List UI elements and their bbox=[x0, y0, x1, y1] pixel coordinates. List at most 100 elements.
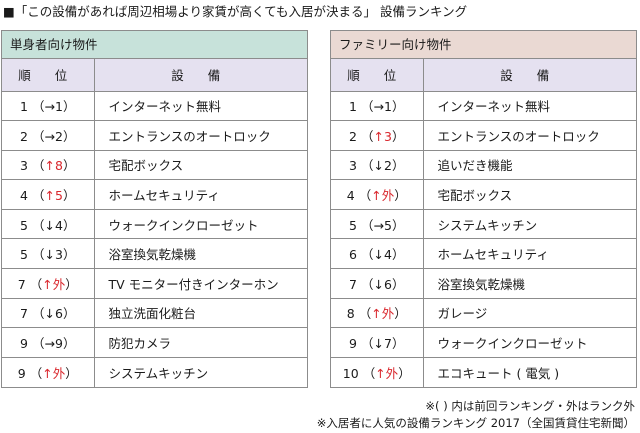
facility-name: ガレージ bbox=[423, 297, 636, 328]
paren-open: （ bbox=[31, 188, 45, 204]
table-row: 2 （→2） エントランスのオートロック bbox=[2, 120, 307, 151]
rank-cell: 4 （↑5） bbox=[2, 179, 95, 210]
previous-rank-change: ↑8 bbox=[44, 158, 63, 174]
table-row: 7 （↑外） TV モニター付きインターホン bbox=[2, 268, 307, 299]
paren-open: （ bbox=[29, 276, 43, 292]
previous-rank-change: →1 bbox=[373, 99, 392, 115]
rank-column-header: 順 位 bbox=[331, 59, 424, 91]
paren-close: ） bbox=[65, 365, 78, 381]
rank-number: 5 bbox=[20, 217, 28, 233]
previous-rank-change: ↓2 bbox=[373, 158, 392, 174]
paren-close: ） bbox=[391, 158, 405, 174]
facility-name: 独立洗面化粧台 bbox=[94, 297, 307, 328]
paren-close: ） bbox=[391, 99, 405, 115]
ranking-table: 順 位 設 備 1 （→1） インターネット無料 2 （→2） エントランスのオートロ… bbox=[2, 59, 307, 387]
rank-cell: 4 （↑外） bbox=[331, 179, 424, 210]
facility-name: エントランスのオートロック bbox=[423, 120, 636, 151]
paren-close: ） bbox=[62, 306, 76, 322]
paren-open: （ bbox=[362, 365, 376, 381]
previous-rank-change: ↓4 bbox=[373, 247, 392, 263]
paren-open: （ bbox=[358, 188, 372, 204]
paren-open: （ bbox=[31, 306, 45, 322]
previous-rank-change: ↓7 bbox=[373, 336, 392, 352]
paren-open: （ bbox=[360, 128, 374, 144]
paren-open: （ bbox=[360, 158, 374, 174]
rank-column-header: 順 位 bbox=[2, 59, 95, 91]
rank-number: 9 bbox=[20, 336, 28, 352]
rank-number: 4 bbox=[20, 188, 28, 204]
ranking-table-body: 1 （→1） インターネット無料 2 （→2） エントランスのオートロック 3 （↑8）… bbox=[2, 90, 307, 387]
rank-cell: 10 （↑外） bbox=[331, 356, 424, 387]
rank-number: 9 bbox=[17, 365, 26, 381]
table-row: 1 （→1） インターネット無料 bbox=[331, 90, 636, 121]
facility-name: ウォークインクローゼット bbox=[94, 208, 307, 239]
panel-title: 単身者向け物件 bbox=[2, 31, 307, 59]
table-row: 5 （↓4） ウォークインクローゼット bbox=[2, 208, 307, 239]
item-column-header: 設 備 bbox=[94, 59, 307, 91]
table-row: 7 （↓6） 独立洗面化粧台 bbox=[2, 297, 307, 328]
facility-name: インターネット無料 bbox=[423, 90, 636, 121]
rank-number: 9 bbox=[349, 336, 357, 352]
previous-rank-change: ↑外 bbox=[371, 306, 395, 322]
table-row: 3 （↑8） 宅配ボックス bbox=[2, 149, 307, 180]
table-row: 6 （↓4） ホームセキュリティ bbox=[331, 238, 636, 269]
rank-number: 6 bbox=[349, 247, 357, 263]
facility-name: 浴室換気乾燥機 bbox=[423, 268, 636, 299]
paren-close: ） bbox=[391, 247, 405, 263]
previous-rank-change: →9 bbox=[44, 336, 63, 352]
rank-number: 7 bbox=[17, 276, 26, 292]
facility-name: 防犯カメラ bbox=[94, 327, 307, 358]
paren-open: （ bbox=[29, 365, 43, 381]
previous-rank-change: ↑5 bbox=[44, 188, 63, 204]
paren-open: （ bbox=[360, 99, 374, 115]
paren-close: ） bbox=[62, 128, 76, 144]
table-row: 4 （↑5） ホームセキュリティ bbox=[2, 179, 307, 210]
rank-cell: 1 （→1） bbox=[331, 90, 424, 121]
item-column-header: 設 備 bbox=[423, 59, 636, 91]
paren-open: （ bbox=[360, 217, 374, 233]
previous-rank-change: ↑外 bbox=[371, 188, 395, 204]
facility-name: 宅配ボックス bbox=[94, 149, 307, 180]
rank-cell: 7 （↑外） bbox=[2, 268, 95, 299]
table-header-row: 順 位 設 備 bbox=[331, 59, 636, 91]
facility-name: 浴室換気乾燥機 bbox=[94, 238, 307, 269]
table-row: 9 （→9） 防犯カメラ bbox=[2, 327, 307, 358]
paren-close: ） bbox=[398, 365, 411, 381]
paren-open: （ bbox=[358, 306, 372, 322]
paren-close: ） bbox=[62, 158, 76, 174]
rank-cell: 7 （↓6） bbox=[331, 268, 424, 299]
rank-number: 7 bbox=[20, 306, 28, 322]
paren-close: ） bbox=[62, 247, 76, 263]
family-ranking-panel: ファミリー向け物件 順 位 設 備 1 （→1） インターネット無料 2 （↑3）エ… bbox=[330, 30, 637, 388]
table-row: 8 （↑外） ガレージ bbox=[331, 297, 636, 328]
footnote-source: ※入居者に人気の設備ランキング 2017（全国賃貸住宅新聞） bbox=[316, 416, 635, 430]
table-row: 10 （↑外） エコキュート ( 電気 ) bbox=[331, 356, 636, 387]
facility-name: 追いだき機能 bbox=[423, 149, 636, 180]
paren-open: （ bbox=[31, 247, 45, 263]
table-row: 5 （→5） システムキッチン bbox=[331, 208, 636, 239]
facility-name: ホームセキュリティ bbox=[423, 238, 636, 269]
paren-open: （ bbox=[31, 128, 45, 144]
rank-number: 2 bbox=[20, 128, 28, 144]
rank-cell: 3 （↑8） bbox=[2, 149, 95, 180]
paren-close: ） bbox=[391, 336, 405, 352]
paren-open: （ bbox=[360, 247, 374, 263]
rank-number: 1 bbox=[349, 99, 357, 115]
rank-number: 7 bbox=[349, 276, 357, 292]
table-row: 9 （↓7） ウォークインクローゼット bbox=[331, 327, 636, 358]
facility-name: エコキュート ( 電気 ) bbox=[423, 356, 636, 387]
previous-rank-change: ↑外 bbox=[42, 365, 66, 381]
rank-cell: 5 （↓3） bbox=[2, 238, 95, 269]
paren-close: ） bbox=[62, 336, 76, 352]
rank-cell: 9 （↑外） bbox=[2, 356, 95, 387]
paren-close: ） bbox=[391, 128, 405, 144]
previous-rank-change: ↑外 bbox=[375, 365, 399, 381]
table-row: 4 （↑外） 宅配ボックス bbox=[331, 179, 636, 210]
rank-number: 4 bbox=[346, 188, 355, 204]
rank-cell: 2 （→2） bbox=[2, 120, 95, 151]
previous-rank-change: ↓3 bbox=[44, 247, 63, 263]
single-person-ranking-panel: 単身者向け物件 順 位 設 備 1 （→1） インターネット無料 2 （→2） エント… bbox=[1, 30, 308, 388]
rank-cell: 7 （↓6） bbox=[2, 297, 95, 328]
facility-name: エントランスのオートロック bbox=[94, 120, 307, 151]
paren-open: （ bbox=[360, 276, 374, 292]
